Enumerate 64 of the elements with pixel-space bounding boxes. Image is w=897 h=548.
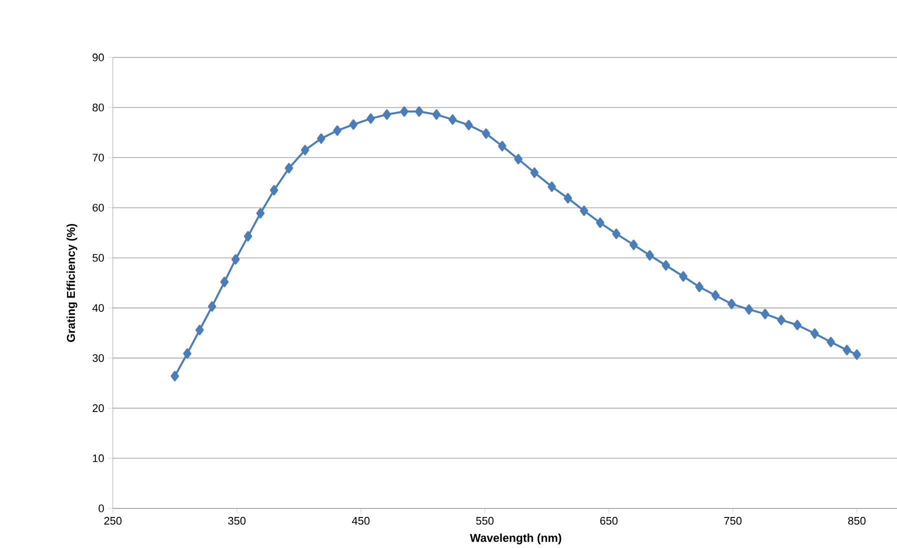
point bbox=[612, 228, 620, 239]
point bbox=[826, 336, 835, 348]
y-tick-label: 40 bbox=[92, 304, 104, 312]
x-tick-label: 750 bbox=[724, 516, 742, 525]
point bbox=[170, 370, 179, 382]
point bbox=[333, 125, 342, 136]
point bbox=[414, 106, 424, 117]
point bbox=[464, 120, 473, 130]
point bbox=[432, 109, 441, 120]
point bbox=[662, 260, 670, 271]
point bbox=[646, 250, 654, 261]
y-axis-title: Grating Efficiency (%) bbox=[66, 224, 78, 342]
point bbox=[220, 276, 229, 288]
y-tick-label: 60 bbox=[92, 204, 104, 212]
point bbox=[777, 314, 786, 326]
y-tick-label: 10 bbox=[92, 454, 104, 462]
point bbox=[711, 290, 720, 301]
point bbox=[196, 324, 204, 336]
point bbox=[793, 320, 802, 330]
point bbox=[530, 167, 539, 178]
y-tick-label: 50 bbox=[92, 254, 104, 262]
y-tick-label: 70 bbox=[92, 154, 104, 162]
point bbox=[548, 181, 556, 192]
point bbox=[382, 109, 392, 120]
point bbox=[596, 218, 604, 228]
y-tick-label: 20 bbox=[92, 404, 104, 412]
x-tick-label: 250 bbox=[104, 516, 122, 525]
point bbox=[727, 298, 736, 310]
point bbox=[842, 344, 852, 356]
point bbox=[244, 231, 252, 242]
x-tick-label: 650 bbox=[600, 516, 618, 525]
x-tick-label: 450 bbox=[352, 516, 370, 525]
point bbox=[284, 162, 294, 174]
point bbox=[498, 140, 506, 152]
x-tick-label: 850 bbox=[848, 516, 866, 525]
y-tick-label: 30 bbox=[92, 354, 104, 362]
point bbox=[317, 133, 326, 144]
y-tick-label: 0 bbox=[98, 504, 104, 512]
point bbox=[366, 113, 375, 124]
point bbox=[852, 349, 861, 360]
y-tick-label: 80 bbox=[92, 104, 104, 112]
point bbox=[183, 348, 192, 359]
point bbox=[695, 282, 704, 292]
x-axis-title: Wavelength (nm) bbox=[470, 534, 562, 544]
point bbox=[744, 304, 754, 315]
point bbox=[630, 240, 638, 250]
point bbox=[270, 185, 278, 196]
y-tick-label: 90 bbox=[92, 54, 104, 62]
point bbox=[300, 144, 310, 156]
x-tick-label: 550 bbox=[476, 516, 494, 525]
point bbox=[580, 206, 588, 216]
point bbox=[448, 114, 457, 125]
point bbox=[760, 308, 770, 320]
point bbox=[208, 301, 216, 312]
point bbox=[514, 154, 522, 164]
point bbox=[679, 271, 688, 282]
point bbox=[349, 119, 358, 130]
point bbox=[810, 328, 819, 339]
x-tick-label: 350 bbox=[228, 516, 246, 525]
point bbox=[564, 193, 572, 204]
point bbox=[231, 254, 240, 265]
point bbox=[256, 208, 265, 218]
point bbox=[482, 128, 490, 139]
point bbox=[400, 106, 408, 117]
